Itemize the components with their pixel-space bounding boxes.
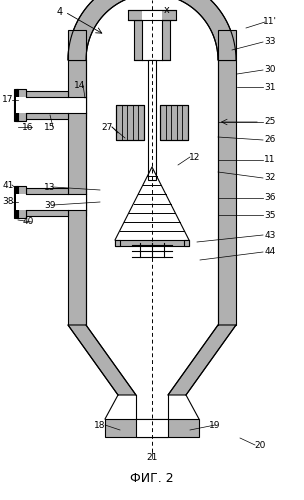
Bar (68, 97, 86, 113)
Text: 17: 17 (2, 96, 14, 104)
Text: 20: 20 (254, 440, 266, 450)
Bar (68, 91, 86, 119)
Bar (26, 91, 68, 119)
Text: 27: 27 (101, 122, 113, 132)
Text: 15: 15 (44, 122, 56, 132)
Bar (26, 97, 68, 113)
Text: 39: 39 (44, 200, 56, 209)
Text: 16: 16 (22, 122, 34, 132)
Bar (26, 188, 68, 216)
Bar (68, 60, 86, 325)
Text: x: x (164, 5, 170, 15)
Bar (68, 30, 86, 60)
Text: 33: 33 (264, 38, 276, 46)
Text: 11': 11' (263, 18, 277, 26)
Bar (116, 105, 144, 140)
Text: 26: 26 (264, 136, 276, 144)
Bar (16, 194, 26, 210)
Polygon shape (68, 325, 136, 395)
Bar (218, 30, 236, 60)
Bar (136, 419, 168, 437)
Bar (160, 105, 188, 140)
Text: 21: 21 (146, 454, 158, 462)
Bar (115, 240, 120, 246)
Text: 11: 11 (264, 156, 276, 164)
Polygon shape (168, 325, 236, 395)
Bar (116, 105, 144, 140)
Bar (14, 89, 18, 121)
Polygon shape (68, 0, 236, 60)
Text: 44: 44 (264, 248, 276, 256)
Text: 19: 19 (209, 420, 221, 430)
Text: 36: 36 (264, 194, 276, 202)
Text: 43: 43 (264, 230, 276, 239)
Text: 4: 4 (57, 7, 63, 17)
Text: 40: 40 (22, 218, 34, 226)
Text: 32: 32 (264, 174, 276, 182)
Bar (134, 20, 170, 60)
Text: 31: 31 (264, 82, 276, 92)
Bar (218, 60, 236, 325)
Bar (142, 15, 162, 60)
Polygon shape (86, 0, 218, 60)
Bar (105, 419, 199, 437)
Bar (148, 60, 156, 180)
Bar (26, 194, 68, 210)
Bar (128, 10, 176, 20)
Text: ФИГ. 2: ФИГ. 2 (130, 472, 174, 484)
Text: 13: 13 (44, 182, 56, 192)
Text: 12: 12 (189, 152, 201, 162)
Polygon shape (86, 325, 218, 395)
Text: 25: 25 (264, 118, 276, 126)
Text: 38: 38 (2, 198, 14, 206)
Bar (68, 188, 86, 216)
Text: 18: 18 (94, 420, 106, 430)
Bar (14, 186, 18, 218)
Bar (86, 30, 218, 325)
Text: 30: 30 (264, 66, 276, 74)
Bar (16, 97, 26, 113)
Text: 35: 35 (264, 210, 276, 220)
Bar (68, 194, 86, 210)
Bar (16, 186, 26, 218)
Bar (16, 89, 26, 121)
Bar (115, 240, 189, 246)
Text: 14: 14 (74, 80, 86, 90)
Text: 41: 41 (2, 180, 14, 190)
Bar (142, 10, 162, 20)
Bar (160, 105, 188, 140)
Bar (184, 240, 189, 246)
